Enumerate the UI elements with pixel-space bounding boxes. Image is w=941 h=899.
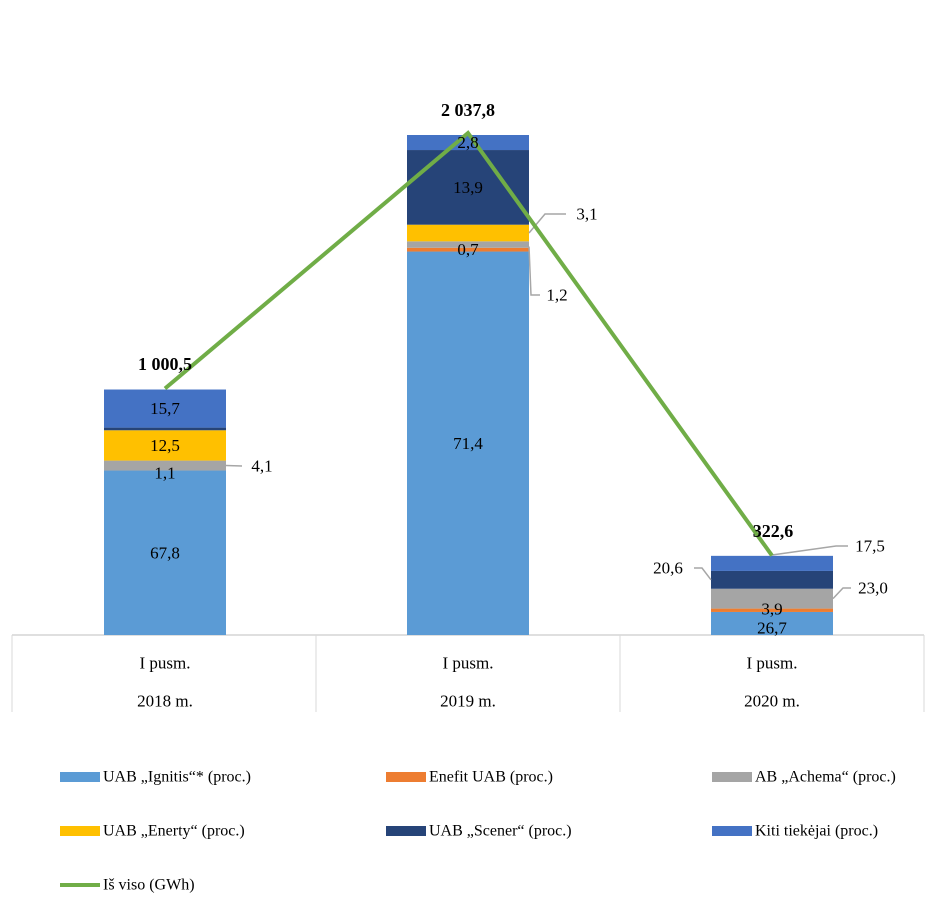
bar-segment bbox=[407, 241, 529, 248]
category-label-year: 2020 m. bbox=[744, 692, 800, 711]
data-label: 71,4 bbox=[453, 434, 483, 453]
category-label-period: I pusm. bbox=[140, 654, 191, 673]
data-label: 13,9 bbox=[453, 178, 483, 197]
total-label: 2 037,8 bbox=[441, 100, 495, 120]
legend: UAB „Ignitis“* (proc.) Enefit UAB (proc.)… bbox=[60, 769, 896, 894]
data-label: 2,8 bbox=[457, 133, 478, 152]
leader-line bbox=[832, 587, 851, 600]
bar-segment bbox=[407, 135, 529, 151]
total-label: 1 000,5 bbox=[138, 354, 192, 374]
data-label: 12,5 bbox=[150, 436, 180, 455]
leader-line bbox=[694, 567, 712, 581]
total-label: 322,6 bbox=[753, 521, 794, 541]
data-label: 3,1 bbox=[576, 205, 597, 224]
total-line-series bbox=[163, 130, 774, 557]
data-label: 1,1 bbox=[154, 464, 175, 483]
bar-segment bbox=[407, 251, 529, 635]
bar-segment bbox=[711, 611, 833, 635]
bar-segment bbox=[104, 389, 226, 428]
bar-segment bbox=[711, 570, 833, 589]
legend-label: Iš viso (GWh) bbox=[103, 877, 195, 894]
bar-segment bbox=[104, 430, 226, 461]
category-label-period: I pusm. bbox=[747, 654, 798, 673]
legend-swatch bbox=[712, 772, 752, 782]
bar-segment bbox=[104, 470, 226, 635]
data-labels: 67,8 1,1 12,5 15,7 71,4 0,7 13,9 2,8 26,73,9 4,1 3… bbox=[138, 100, 888, 638]
legend-label: AB „Achema“ (proc.) bbox=[755, 769, 896, 786]
category-label-period: I pusm. bbox=[443, 654, 494, 673]
legend-label: UAB „Enerty“ (proc.) bbox=[103, 823, 245, 840]
leader-line bbox=[771, 545, 848, 556]
data-label: 4,1 bbox=[251, 457, 272, 476]
bar-segment bbox=[104, 427, 226, 431]
bar-segment bbox=[407, 247, 529, 252]
bar-segment bbox=[711, 588, 833, 609]
data-label: 3,9 bbox=[761, 600, 782, 619]
data-label: 20,6 bbox=[653, 559, 683, 578]
legend-swatch bbox=[386, 826, 426, 836]
bar-segment bbox=[407, 224, 529, 242]
data-label: 17,5 bbox=[855, 537, 885, 556]
data-label: 26,7 bbox=[757, 619, 787, 638]
leader-line bbox=[528, 246, 540, 296]
legend-label: UAB „Ignitis“* (proc.) bbox=[103, 769, 251, 786]
category-label-year: 2018 m. bbox=[137, 692, 193, 711]
legend-label: Kiti tiekėjai (proc.) bbox=[755, 823, 878, 840]
category-label-year: 2019 m. bbox=[440, 692, 496, 711]
data-label: 23,0 bbox=[858, 579, 888, 598]
legend-swatch bbox=[60, 772, 100, 782]
legend-swatch bbox=[712, 826, 752, 836]
data-label: 15,7 bbox=[150, 399, 180, 418]
legend-label: Enefit UAB (proc.) bbox=[429, 769, 553, 786]
legend-label: UAB „Scener“ (proc.) bbox=[429, 823, 572, 840]
data-label: 0,7 bbox=[457, 240, 479, 259]
category-axis: I pusm. 2018 m. I pusm. 2019 m. I pusm. 2020 … bbox=[11, 634, 925, 712]
data-label: 1,2 bbox=[546, 286, 567, 305]
bar-segments bbox=[104, 135, 833, 635]
data-label: 67,8 bbox=[150, 543, 180, 562]
bar-segment bbox=[711, 608, 833, 612]
total-line bbox=[163, 130, 774, 557]
legend-swatch bbox=[60, 826, 100, 836]
legend-swatch bbox=[386, 772, 426, 782]
bar-segment bbox=[104, 460, 226, 471]
bar-segment bbox=[711, 555, 833, 571]
